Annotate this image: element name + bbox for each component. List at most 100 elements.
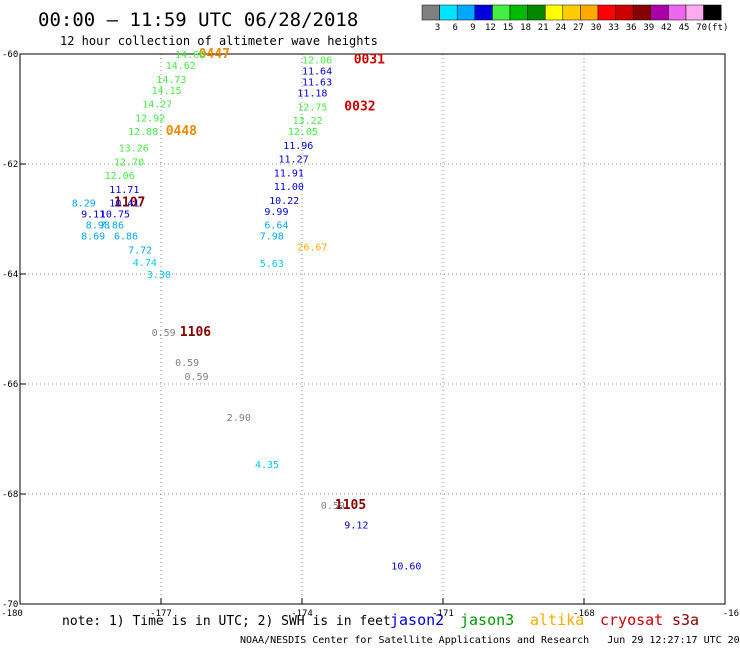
wave-height-label: 12.06 <box>302 56 332 67</box>
wave-height-label: 2.90 <box>227 413 251 424</box>
wave-height-label: 3.30 <box>147 270 171 281</box>
y-tick-label: -62 <box>2 160 18 170</box>
wave-height-label: 12.05 <box>288 127 318 138</box>
axis-ticks: -180 -177 -174 -171 -168 -16 -60 -62 -64 -66 -68 -7… <box>1 50 739 619</box>
colorbar-label: 12 <box>485 23 496 33</box>
colorbar-label: 3 <box>435 23 440 33</box>
footer-text: NOAA/NESDIS Center for Satellite Applica… <box>240 635 740 646</box>
wave-height-label: 8.29 <box>72 199 96 210</box>
colorbar-swatch <box>562 4 581 21</box>
x-tick-label: -171 <box>432 609 454 619</box>
y-tick-label: -70 <box>2 600 18 610</box>
wave-height-label: 9.11 <box>81 210 105 221</box>
pass-time-label: 0448 <box>166 124 197 139</box>
colorbar-swatch <box>685 4 704 21</box>
wave-height-label: 12.06 <box>105 171 135 182</box>
legend-entry: jason3 <box>460 611 514 629</box>
colorbar-swatch <box>509 4 528 21</box>
wave-height-label: 7.72 <box>128 245 152 256</box>
wave-height-label: 14.27 <box>142 100 172 111</box>
wave-height-label: 7.98 <box>260 232 284 243</box>
x-tick-label: -177 <box>150 609 172 619</box>
wave-height-label: 11.96 <box>283 141 313 152</box>
colorbar-label: 15 <box>503 23 514 33</box>
legend-entry: jason2 <box>390 611 444 629</box>
colorbar-label: (ft) <box>707 23 729 33</box>
wave-height-label: 8.98 <box>86 221 110 232</box>
colorbar-swatch <box>456 4 476 21</box>
legend-entry: altika <box>530 611 584 629</box>
wave-height-label: 11.71 <box>109 185 139 196</box>
colorbar-label: 36 <box>626 23 637 33</box>
legend-entry: cryosat <box>600 611 663 629</box>
colorbar-label: 27 <box>573 23 584 33</box>
wave-height-label: 11.27 <box>279 155 309 166</box>
colorbar-label: 39 <box>643 23 654 33</box>
wave-height-label: 10.22 <box>269 196 299 207</box>
pass-time-label: 1105 <box>335 498 366 513</box>
colorbar-label: 9 <box>470 23 475 33</box>
wave-height-label: 6.86 <box>114 232 138 243</box>
wave-height-label: 14.62 <box>166 61 196 72</box>
colorbar-label: 6 <box>452 23 457 33</box>
wave-height-label: 10.60 <box>391 562 421 573</box>
colorbar-label: 33 <box>608 23 619 33</box>
legend: jason2 jason3 altika cryosat s3a <box>390 611 699 629</box>
legend-entry: s3a <box>672 611 699 629</box>
y-tick-label: -66 <box>2 380 18 390</box>
pass-time-label: 1107 <box>114 196 145 211</box>
colorbar-label: 21 <box>538 23 549 33</box>
wave-height-label: 14.68 <box>175 50 205 61</box>
wave-height-label: 10.41 <box>109 199 139 210</box>
y-tick-label: -68 <box>2 490 18 500</box>
colorbar-swatch <box>421 4 440 21</box>
wave-height-label: 9.99 <box>264 207 288 218</box>
wave-height-label: 11.91 <box>274 168 304 179</box>
x-tick-label: -174 <box>291 609 313 619</box>
colorbar-swatch <box>597 4 616 21</box>
x-tick-label: -180 <box>1 609 23 619</box>
colorbar-swatch <box>650 4 669 21</box>
colorbar-swatch <box>439 4 458 21</box>
wave-height-label: 12.88 <box>128 127 158 138</box>
wave-height-label: 6.64 <box>264 221 288 232</box>
colorbar-swatch <box>632 4 652 21</box>
wave-height-label: 9.12 <box>344 520 368 531</box>
wave-height-label: 10.75 <box>100 210 130 221</box>
wave-height-label: 11.64 <box>302 67 332 78</box>
colorbar-swatch <box>492 4 511 21</box>
wave-height-label: 8.69 <box>81 232 105 243</box>
wave-height-label: 0.59 <box>185 372 209 383</box>
colorbar-label: 70 <box>696 23 707 33</box>
wave-height-label: 7.86 <box>100 221 124 232</box>
colorbar-label: 42 <box>661 23 672 33</box>
colorbar-label: 18 <box>520 23 531 33</box>
y-tick-label: -64 <box>2 270 18 280</box>
wave-height-label: 11.63 <box>302 78 332 89</box>
pass-time-label: 1106 <box>180 325 211 340</box>
colorbar: 3 6 9 12 15 18 21 24 27 30 33 36 39 42 45 70 (ft) <box>421 4 729 33</box>
colorbar-swatch <box>580 4 599 21</box>
grid <box>20 54 725 604</box>
colorbar-label: 30 <box>591 23 602 33</box>
pass-time-label: 0031 <box>354 53 385 68</box>
colorbar-label: 45 <box>679 23 690 33</box>
colorbar-swatch <box>615 4 634 21</box>
chart-subtitle: 12 hour collection of altimeter wave hei… <box>60 34 378 48</box>
wave-height-label: 14.15 <box>152 86 182 97</box>
note-text: note: 1) Time is in UTC; 2) SWH is in fe… <box>62 614 391 629</box>
wave-height-label: 13.22 <box>293 116 323 127</box>
wave-height-label: 0.59 <box>321 501 345 512</box>
chart-title: 00:00 – 11:59 UTC 06/28/2018 <box>38 9 358 31</box>
wave-height-label: 5.63 <box>260 259 284 270</box>
wave-height-label: 11.18 <box>297 89 327 100</box>
pass-time-label: 0032 <box>344 99 375 114</box>
x-tick-label: -168 <box>573 609 595 619</box>
wave-height-label: 11.00 <box>274 182 304 193</box>
wave-height-label: 0.59 <box>152 328 176 339</box>
wave-height-label: 4.74 <box>133 258 157 269</box>
wave-height-label: 12.92 <box>135 113 165 124</box>
colorbar-swatch <box>527 4 546 21</box>
